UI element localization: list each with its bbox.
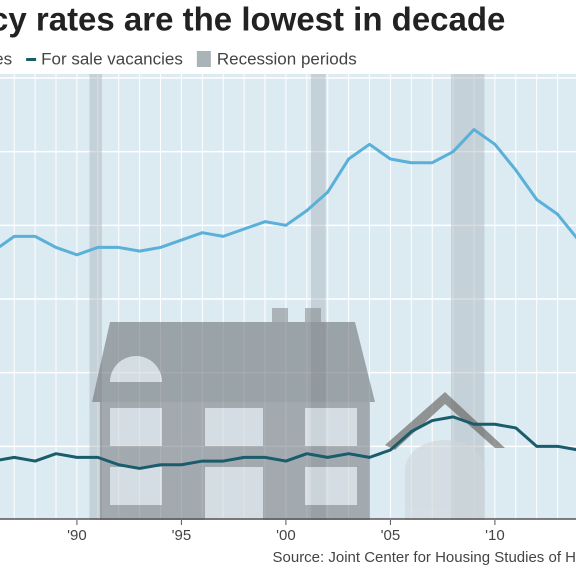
legend-label: acancies (0, 49, 12, 68)
legend-swatch (26, 58, 37, 61)
lines (0, 128, 576, 470)
x-tick-label: '10 (485, 527, 505, 544)
x-tick-label: '05 (381, 527, 401, 544)
legend-swatch (196, 51, 211, 67)
chart-title: cy rates are the lowest in decade (0, 1, 505, 38)
legend-label: For sale vacancies (41, 49, 183, 68)
recession-band (89, 74, 102, 520)
series-line (0, 415, 576, 470)
x-tick-label: '90 (67, 527, 87, 544)
series-line (0, 128, 576, 257)
x-tick-label: '00 (276, 527, 296, 544)
legend: acancies For sale vacancies Recession peri… (0, 49, 357, 68)
source: Source: Joint Center for Housing Studies… (273, 549, 576, 566)
x-tick-label: '95 (172, 527, 192, 544)
legend-label: Recession periods (217, 49, 357, 68)
house-illustration (92, 308, 505, 520)
